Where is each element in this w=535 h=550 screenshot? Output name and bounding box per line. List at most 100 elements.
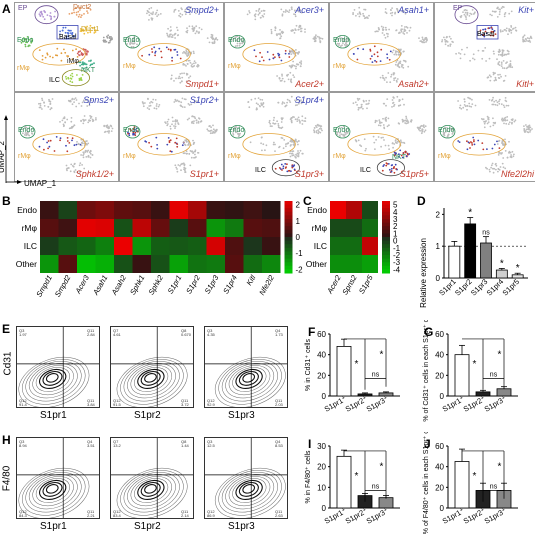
umap-point: [42, 138, 45, 141]
facs-contour: [35, 367, 70, 392]
heatmap-b-gene-label: S1pr2: [184, 273, 202, 296]
umap-point: [297, 155, 300, 158]
umap-point: [393, 143, 396, 145]
umap-point: [501, 55, 504, 57]
umap-point: [395, 29, 397, 32]
umap-point: [63, 48, 65, 51]
umap-point: [183, 72, 185, 75]
umap-point: [88, 60, 90, 62]
umap-point: [69, 80, 72, 83]
heatmap-b-cell: [151, 219, 170, 237]
umap-point: [179, 81, 182, 84]
umap-point: [174, 119, 177, 121]
umap-point: [497, 168, 500, 171]
umap-point: [419, 129, 421, 132]
umap-point: [463, 104, 466, 106]
umap-point: [318, 127, 321, 130]
umap-point: [184, 13, 187, 16]
umap-point: [71, 12, 73, 15]
umap-point: [313, 130, 316, 133]
umap-point: [298, 100, 301, 103]
tile-bottom-label: Smpd1+: [185, 79, 219, 89]
umap-point: [384, 8, 387, 10]
umap-point: [360, 105, 363, 108]
umap-point: [212, 128, 215, 131]
umap-point: [356, 58, 359, 61]
umap-point: [194, 32, 197, 35]
umap-point: [132, 132, 135, 135]
umap-point: [85, 63, 88, 66]
umap-point: [404, 12, 407, 15]
umap-point: [507, 123, 510, 125]
umap-point: [167, 123, 169, 125]
umap-point: [75, 14, 78, 16]
umap-point: [85, 66, 88, 69]
umap-point: [24, 45, 27, 48]
heatmap-c-legend-tick: 2: [393, 222, 398, 231]
umap-point: [466, 140, 468, 143]
umap-point: [384, 118, 387, 121]
umap-point: [369, 57, 372, 60]
umap-point: [381, 169, 384, 172]
umap-point: [49, 12, 52, 14]
umap-point: [257, 103, 259, 106]
umap-point: [150, 145, 153, 148]
heatmap-c-legend-tick: 3: [393, 215, 398, 224]
umap-point: [495, 164, 498, 167]
umap-point: [383, 79, 386, 81]
cluster-label-endo: Endo: [333, 37, 350, 44]
facs-x-label: S1pr3: [228, 410, 255, 421]
umap-point: [497, 154, 500, 156]
heatmap-c-legend-swatch: [382, 244, 390, 249]
umap-point: [181, 76, 184, 79]
umap-point: [183, 166, 186, 169]
umap-point: [64, 26, 67, 29]
umap-point: [385, 12, 388, 15]
umap-point: [500, 65, 503, 67]
umap-point: [525, 128, 528, 131]
heatmap-b-cell: [188, 219, 207, 237]
umap-point: [397, 53, 400, 56]
umap-point: [187, 53, 190, 56]
heatmap-b-cell: [132, 219, 151, 237]
facs-contour: [228, 476, 271, 507]
panel-d-bar: [480, 242, 492, 279]
umap-point: [200, 28, 203, 31]
umap-point: [81, 164, 83, 166]
umap-point: [526, 37, 529, 39]
umap-point: [500, 103, 503, 106]
facs-contour: [39, 368, 67, 390]
umap-point: [111, 37, 113, 39]
umap-point: [274, 56, 276, 58]
umap-point: [468, 105, 471, 108]
umap-point: [38, 145, 41, 148]
umap-point: [262, 143, 265, 146]
heatmap-b-cell: [169, 201, 188, 219]
heatmap-b-cell: [225, 237, 244, 255]
umap-point: [67, 35, 69, 37]
endo-outline: [334, 35, 351, 49]
umap-point: [78, 61, 80, 64]
heatmap-b-legend-swatch: [284, 233, 293, 238]
umap-point: [293, 164, 296, 167]
umap-point: [449, 45, 452, 47]
panel-d-letter: D: [417, 194, 426, 208]
umap-point: [70, 29, 72, 32]
umap-point: [458, 52, 460, 54]
umap-point: [158, 47, 161, 50]
umap-scatter: [441, 5, 533, 82]
umap-point: [467, 96, 469, 99]
umap-point: [188, 59, 191, 62]
umap-point: [407, 65, 410, 68]
umap-point: [392, 146, 394, 149]
umap-point: [39, 102, 42, 105]
umap-point: [261, 99, 264, 101]
heatmap-c-row-label: rMφ: [312, 223, 328, 233]
umap-point: [528, 37, 531, 40]
umap-point: [375, 61, 378, 63]
heatmap-b-legend-swatch: [284, 215, 293, 220]
umap-point: [63, 116, 66, 118]
heatmap-c-legend-swatch: [382, 240, 390, 245]
facs-plot: Q3 1.97 Q11 2.84 Q12 91.4 Q11 3.84: [16, 326, 100, 408]
umap-point: [514, 26, 517, 29]
